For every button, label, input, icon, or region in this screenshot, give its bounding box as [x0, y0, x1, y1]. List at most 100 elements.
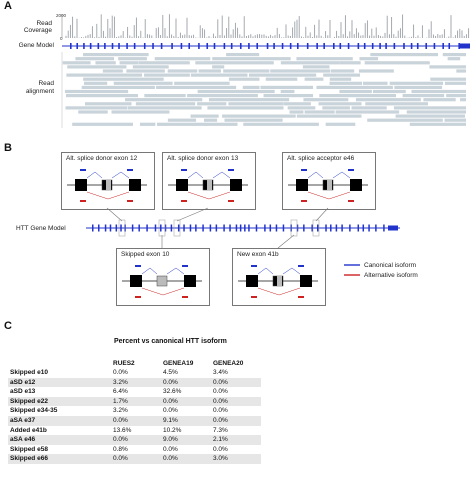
cell-value: 32.6% — [163, 388, 182, 396]
callout-marker — [290, 219, 298, 237]
gene-model-a-exon — [133, 43, 136, 49]
canonical-read — [298, 265, 304, 267]
table-row: aSD e13 6.4% 32.6% 0.0% — [8, 387, 261, 397]
row-label: Skipped e10 — [10, 369, 48, 376]
read-block — [83, 81, 108, 85]
htt-exon — [362, 224, 365, 232]
read-block — [154, 57, 211, 61]
panel-a-letter: A — [4, 0, 12, 12]
gene-model-a-exon — [316, 43, 318, 49]
read-block — [423, 98, 456, 102]
exon-left — [130, 275, 142, 287]
htt-exon — [202, 224, 204, 232]
read-block — [132, 65, 169, 69]
alt-exon-part — [207, 180, 212, 190]
read-block — [429, 65, 466, 69]
read-block — [156, 85, 237, 89]
canonical-arc — [257, 267, 274, 275]
read-block — [364, 61, 430, 65]
read-block — [351, 106, 387, 110]
cell-value: 3.2% — [113, 407, 128, 415]
read-block — [75, 57, 115, 61]
read-block — [430, 77, 466, 81]
htt-exon — [209, 224, 212, 232]
read-block — [280, 61, 340, 65]
alt-exon-part — [277, 276, 282, 286]
column-header-genea19: GENEA19 — [163, 360, 194, 367]
gene-model-a-exon — [296, 43, 299, 49]
canonical-arc — [166, 267, 185, 275]
read-block — [249, 73, 317, 77]
canonical-read — [182, 265, 188, 267]
callout-connector — [277, 234, 295, 249]
read-block — [358, 69, 394, 73]
gene-model-a-exon — [425, 43, 428, 49]
alternative-read — [135, 296, 141, 298]
table-row: Skipped e58 0.8% 0.0% 0.0% — [8, 445, 261, 455]
read-block — [102, 69, 123, 73]
table-row: Skipped e66 0.0% 0.0% 3.0% — [8, 454, 261, 464]
gene-model-a-exon — [111, 43, 114, 49]
canonical-read — [135, 265, 141, 267]
read-block — [119, 61, 139, 65]
exon-right — [184, 275, 196, 287]
htt-exon — [325, 224, 327, 232]
gene-model-a-exon — [410, 43, 413, 49]
panel-b-letter: B — [4, 142, 12, 154]
cell-value: 10.2% — [163, 426, 182, 434]
htt-exon — [368, 224, 370, 232]
read-block — [85, 102, 132, 106]
read-block — [304, 77, 324, 81]
read-block — [190, 114, 219, 118]
gene-model-a-exon — [76, 43, 79, 49]
read-block — [203, 118, 218, 122]
box-title-alt-acceptor-e46: Alt. splice acceptor e46 — [287, 155, 355, 162]
alternative-arc — [141, 287, 185, 296]
read-block — [444, 81, 466, 85]
callout-connector — [315, 207, 329, 222]
read-block — [296, 57, 353, 61]
htt-exon — [170, 224, 173, 232]
htt-exon — [160, 224, 162, 232]
gene-model-a-exon — [363, 43, 366, 49]
cell-value: 3.4% — [213, 369, 228, 376]
canonical-read — [228, 169, 234, 171]
cell-value: 3.0% — [211, 454, 261, 464]
cell-value: 6.4% — [113, 388, 128, 396]
canonical-arc — [307, 171, 324, 179]
read-block — [144, 73, 190, 77]
read-block — [197, 102, 227, 106]
read-block — [144, 94, 186, 98]
read-block — [393, 106, 466, 110]
read-block — [208, 98, 290, 102]
htt-exon — [317, 224, 319, 232]
htt-exon — [104, 224, 107, 232]
read-block — [198, 69, 221, 73]
gene-model-a-exon — [273, 43, 275, 49]
exon-middle — [156, 275, 168, 287]
htt-exon — [229, 224, 231, 232]
read-coverage-track — [61, 14, 470, 38]
read-block — [411, 89, 466, 94]
canonical-read — [80, 169, 86, 171]
alternative-arc — [307, 191, 351, 200]
read-block — [265, 77, 298, 81]
read-block — [157, 122, 238, 126]
read-block — [263, 94, 314, 98]
row-label: aSA e37 — [8, 415, 111, 426]
htt-exon — [335, 224, 338, 232]
htt-exon — [311, 224, 313, 232]
callout-connectors — [106, 207, 329, 249]
cell-value: 9.0% — [161, 435, 211, 445]
cell-value: 7.3% — [213, 426, 228, 434]
cell-value: 0.0% — [213, 388, 228, 396]
isoform-percent-table: RUES2 GENEA19 GENEA20 Skipped e10 0.0% 4.5… — [8, 360, 261, 464]
htt-exon — [248, 224, 250, 232]
callout-marker — [118, 219, 126, 237]
read-block — [67, 65, 127, 69]
column-header-rues2: RUES2 — [113, 360, 135, 367]
table-row: Skipped e10 0.0% 4.5% 3.4% — [8, 368, 261, 378]
read-block — [226, 53, 260, 57]
read-block — [228, 77, 260, 81]
table-row: aSA e37 0.0% 9.1% 0.0% — [8, 415, 261, 426]
